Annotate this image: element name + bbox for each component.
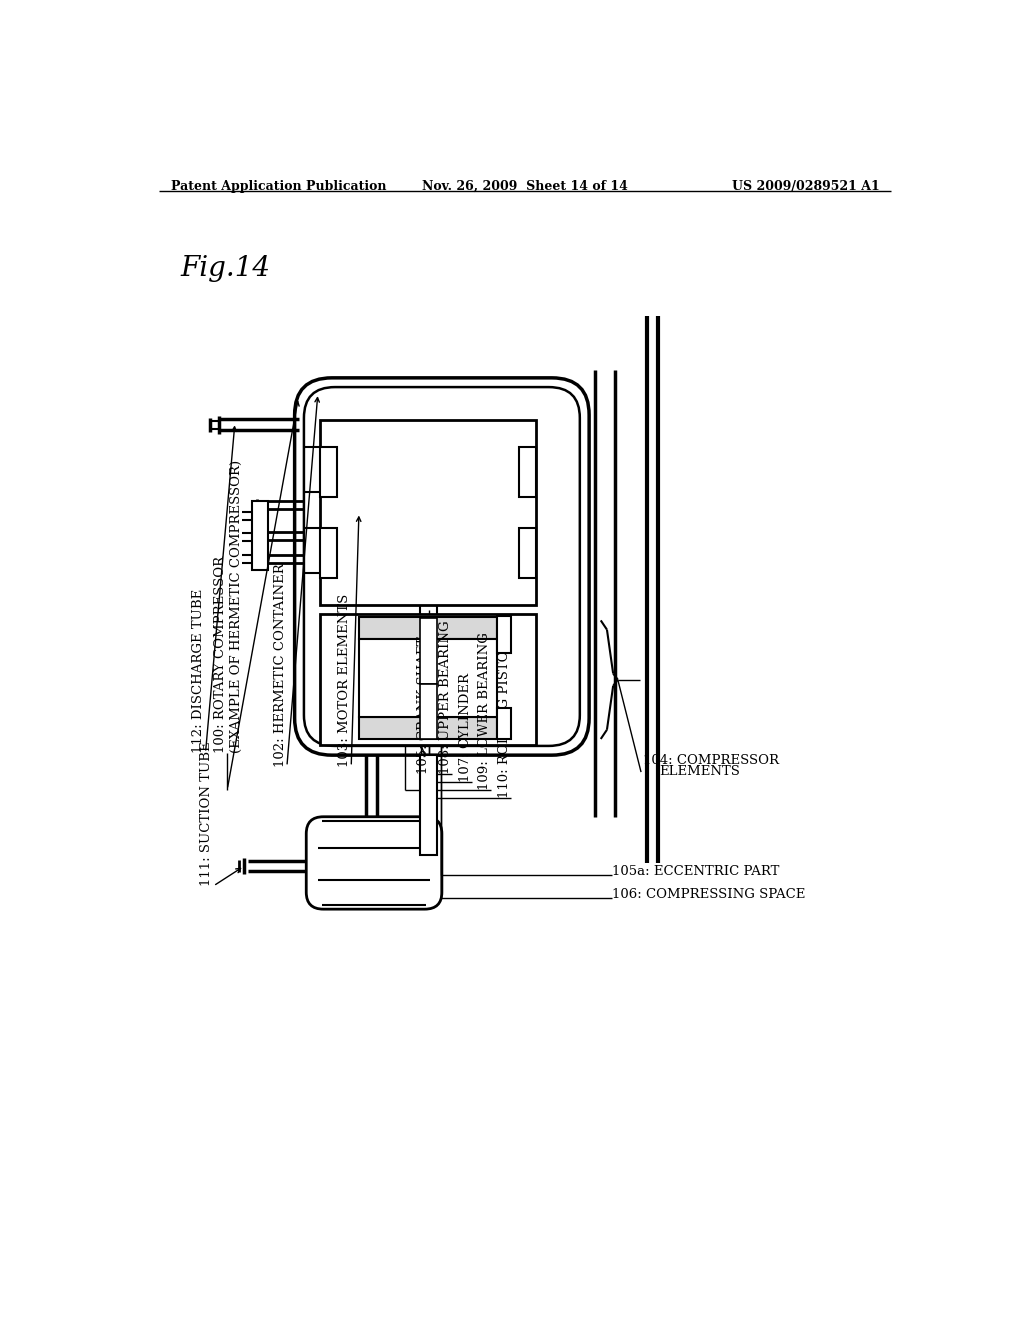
Bar — [359, 639, 497, 718]
Text: 106: COMPRESSING SPACE: 106: COMPRESSING SPACE — [612, 888, 806, 902]
Text: 112: DISCHARGE TUBE: 112: DISCHARGE TUBE — [193, 589, 206, 752]
Bar — [420, 755, 437, 855]
Bar — [518, 528, 536, 578]
Bar — [420, 684, 437, 739]
Bar — [359, 718, 497, 739]
Bar — [321, 614, 536, 744]
Bar — [497, 708, 511, 739]
Text: 104: COMPRESSOR: 104: COMPRESSOR — [643, 754, 779, 767]
Text: ELEMENTS: ELEMENTS — [658, 766, 739, 779]
Text: Nov. 26, 2009  Sheet 14 of 14: Nov. 26, 2009 Sheet 14 of 14 — [422, 180, 628, 193]
Bar — [518, 447, 536, 498]
Text: 107: CYLINDER: 107: CYLINDER — [459, 673, 472, 781]
Bar — [497, 615, 511, 653]
Text: US 2009/0289521 A1: US 2009/0289521 A1 — [732, 180, 880, 193]
Text: 105: CRANK SHAFT: 105: CRANK SHAFT — [417, 636, 430, 775]
Bar — [321, 528, 337, 578]
Bar — [420, 618, 437, 684]
Text: Fig.14: Fig.14 — [180, 255, 270, 281]
FancyBboxPatch shape — [306, 817, 442, 909]
Text: Patent Application Publication: Patent Application Publication — [171, 180, 386, 193]
Text: 108: UPPER BEARING: 108: UPPER BEARING — [439, 620, 452, 775]
Text: 111: SUCTION TUBE: 111: SUCTION TUBE — [201, 742, 213, 886]
Bar — [321, 420, 536, 605]
Text: 100: ROTARY COMPRESSOR: 100: ROTARY COMPRESSOR — [214, 556, 227, 752]
FancyBboxPatch shape — [295, 378, 589, 755]
Bar — [420, 618, 437, 684]
Text: 105a: ECCENTRIC PART: 105a: ECCENTRIC PART — [612, 866, 779, 878]
Bar — [321, 447, 337, 498]
Text: (EXAMPLE OF HERMETIC COMPRESSOR): (EXAMPLE OF HERMETIC COMPRESSOR) — [229, 459, 243, 752]
Text: 110: ROLLING PISTON: 110: ROLLING PISTON — [498, 639, 511, 797]
FancyBboxPatch shape — [304, 387, 580, 746]
Bar — [359, 618, 497, 639]
Bar — [252, 502, 267, 570]
Text: 103: MOTOR ELEMENTS: 103: MOTOR ELEMENTS — [338, 594, 351, 767]
Bar — [420, 684, 437, 739]
Text: 109: LOWER BEARING: 109: LOWER BEARING — [478, 632, 490, 789]
Text: 102: HERMETIC CONTAINER: 102: HERMETIC CONTAINER — [273, 562, 287, 767]
